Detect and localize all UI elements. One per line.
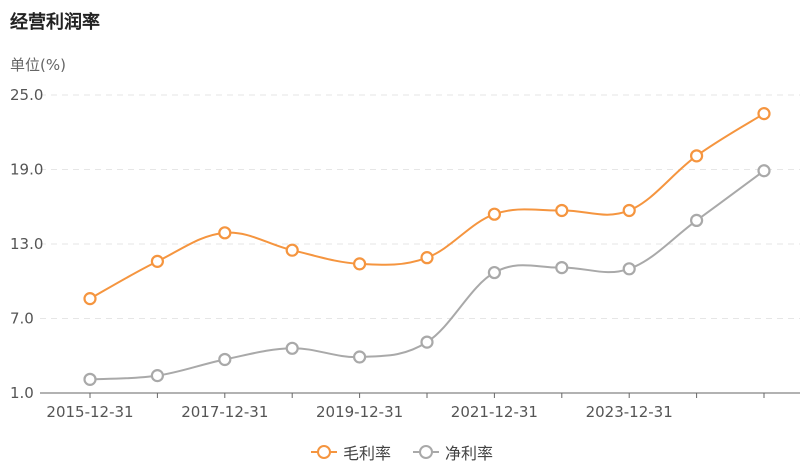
net-margin-point	[218, 352, 232, 367]
gross-margin-point	[353, 257, 367, 271]
gridlines	[40, 94, 800, 319]
y-tick-label: 1.0	[10, 384, 34, 402]
gross-margin-point	[689, 149, 704, 163]
net-margin-point	[420, 335, 434, 349]
x-tick-label: 2017-12-31	[181, 403, 268, 421]
y-tick-label: 19.0	[10, 161, 43, 179]
gross-margin-point	[150, 254, 164, 268]
net-margin-point	[353, 350, 367, 364]
profit-margin-chart: 1.07.013.019.025.0 2015-12-31 2017-12-31 2…	[10, 86, 800, 421]
legend-marker-gross-margin-icon	[310, 445, 337, 459]
x-axis-ticks: 2015-12-31 2017-12-31 2019-12-31 2021-12-31…	[46, 403, 672, 421]
net-margin-point	[83, 372, 97, 386]
net-margin-point	[555, 260, 569, 275]
gross-margin-point	[487, 207, 501, 221]
y-axis-ticks: 1.0 7.0 13.0 19.0 25.0	[10, 86, 43, 402]
gross-margin-line	[89, 112, 765, 300]
gross-margin-point	[218, 226, 232, 240]
gross-margin-point	[622, 203, 636, 218]
legend-item-net-margin[interactable]: 净利率	[413, 440, 493, 464]
x-tick-label: 2023-12-31	[586, 403, 673, 421]
x-axis	[40, 392, 800, 398]
gross-margin-point	[555, 203, 569, 218]
y-tick-label: 7.0	[10, 310, 34, 328]
x-tick-label: 2021-12-31	[451, 403, 538, 421]
gross-margin-point	[757, 107, 771, 121]
legend-marker-net-margin-icon	[413, 445, 439, 459]
legend-label-gross-margin: 毛利率	[342, 444, 391, 463]
net-margin-point	[757, 164, 771, 178]
net-margin-point	[150, 369, 164, 383]
x-tick-label: 2015-12-31	[46, 403, 133, 421]
net-margin-point	[622, 262, 636, 276]
series-lines	[83, 107, 771, 386]
y-axis-unit-label: 单位(%)	[10, 56, 66, 74]
y-tick-label: 25.0	[10, 86, 43, 104]
legend-label-net-margin: 净利率	[445, 444, 494, 463]
gross-margin-point	[420, 251, 434, 265]
legend: 毛利率 净利率	[0, 440, 804, 464]
net-margin-point	[487, 265, 501, 280]
net-margin-point	[285, 341, 299, 355]
gross-margin-point	[83, 292, 97, 306]
legend-item-gross-margin[interactable]: 毛利率	[310, 440, 391, 464]
net-margin-point	[689, 213, 704, 228]
y-tick-label: 13.0	[10, 235, 43, 253]
chart-title: 经营利润率	[10, 12, 100, 33]
net-margin-line	[89, 169, 765, 381]
gross-margin-point	[285, 243, 299, 257]
x-tick-label: 2019-12-31	[316, 403, 403, 421]
